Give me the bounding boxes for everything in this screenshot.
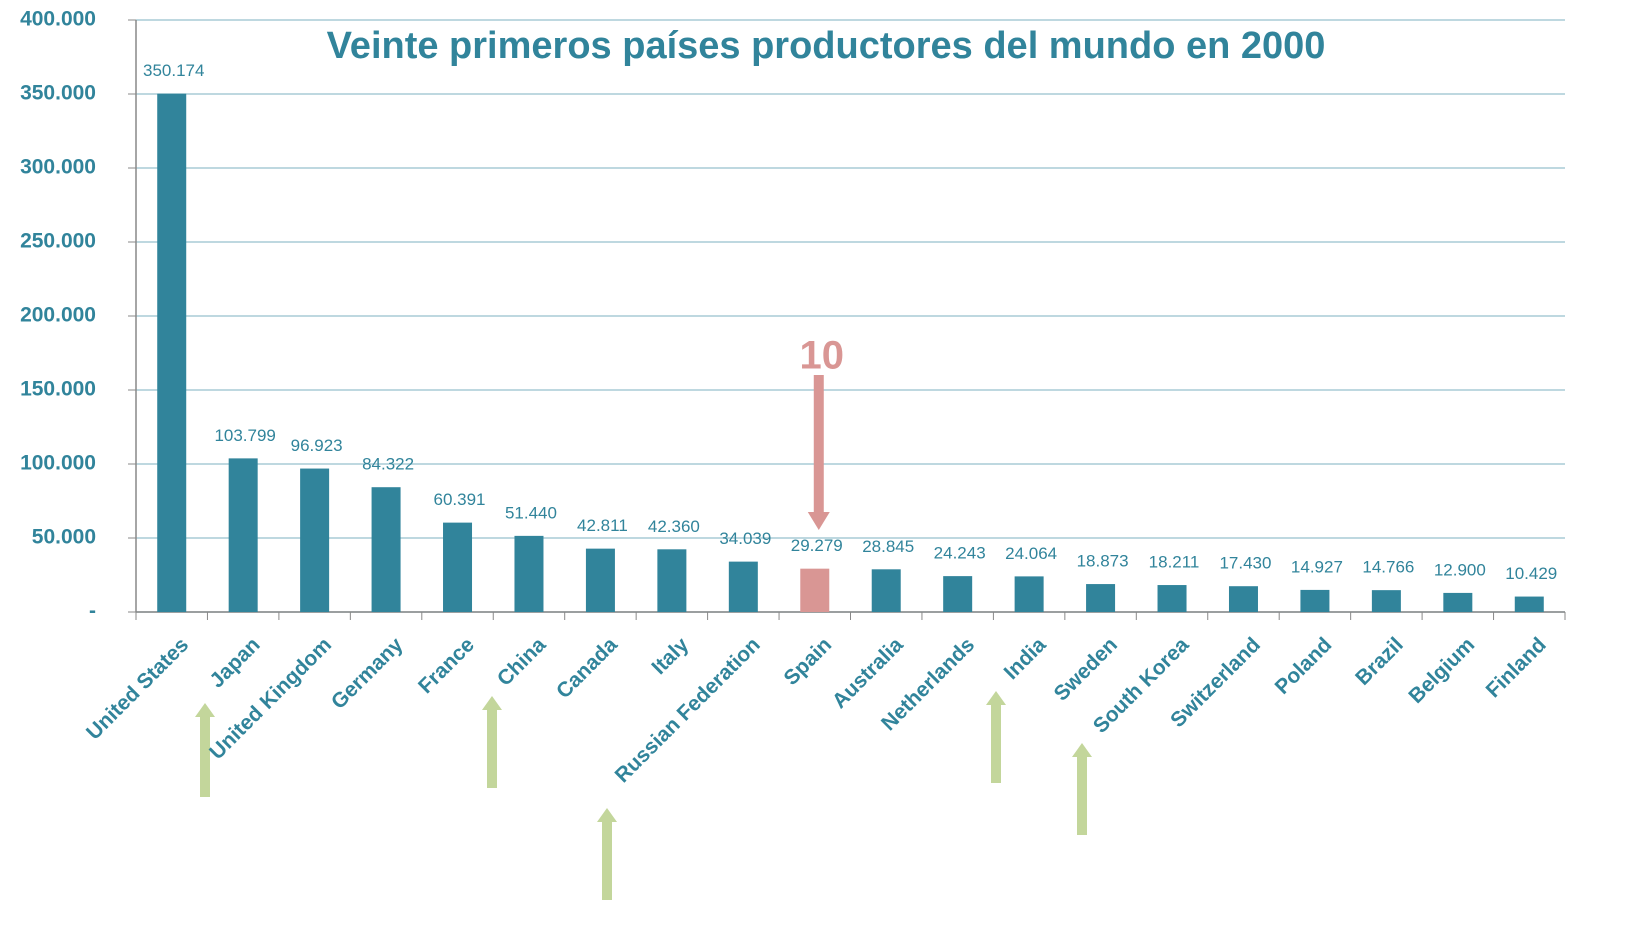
y-tick-label: 300.000 xyxy=(20,156,96,179)
bar xyxy=(657,549,687,612)
arrow xyxy=(597,808,617,900)
x-tick-label: India xyxy=(1000,633,1051,684)
value-label: 51.440 xyxy=(505,503,557,522)
bar xyxy=(871,569,901,612)
value-label: 24.064 xyxy=(1005,544,1057,563)
x-tick-label: Germany xyxy=(327,633,408,714)
bar xyxy=(728,561,758,612)
bar xyxy=(371,487,401,612)
bar xyxy=(443,522,473,612)
arrow xyxy=(986,691,1006,783)
y-tick-label: 400.000 xyxy=(20,8,96,31)
y-tick-label: 200.000 xyxy=(20,304,96,327)
bar xyxy=(300,468,330,612)
value-label: 103.799 xyxy=(214,426,275,445)
x-tick-label: Sweden xyxy=(1050,633,1122,705)
x-tick-label: Finland xyxy=(1482,633,1551,702)
value-label: 96.923 xyxy=(291,436,343,455)
arrow xyxy=(482,696,502,788)
value-label: 42.360 xyxy=(648,517,700,536)
value-label: 24.243 xyxy=(934,544,986,563)
x-tick-label: Japan xyxy=(205,633,264,692)
value-label: 34.039 xyxy=(719,529,771,548)
bar xyxy=(585,548,615,612)
value-label: 29.279 xyxy=(791,536,843,555)
bar xyxy=(1443,592,1473,612)
bar xyxy=(228,458,258,612)
x-tick-label: Brazil xyxy=(1351,633,1408,690)
x-tick-label: Russian Federation xyxy=(611,633,765,787)
value-label: 10.429 xyxy=(1505,564,1557,583)
bar xyxy=(943,576,973,612)
x-tick-label: United Kingdom xyxy=(205,633,336,764)
arrow xyxy=(195,703,215,797)
bar xyxy=(1157,585,1187,612)
y-tick-label: 350.000 xyxy=(20,82,96,105)
x-tick-label: Belgium xyxy=(1404,633,1479,708)
x-tick-label: Poland xyxy=(1271,633,1337,699)
value-label: 14.766 xyxy=(1362,558,1414,577)
annotation-arrowhead xyxy=(807,512,830,530)
x-tick-label: United States xyxy=(82,633,193,744)
chart-title: Veinte primeros países productores del m… xyxy=(327,25,1326,67)
bar xyxy=(1086,584,1116,612)
bar xyxy=(1228,586,1258,612)
arrow xyxy=(1072,743,1092,835)
x-tick-label: Canada xyxy=(552,633,622,703)
x-tick-label: Spain xyxy=(780,633,837,690)
value-label: 42.811 xyxy=(577,516,628,535)
y-tick-label: 150.000 xyxy=(20,378,96,401)
green-arrows xyxy=(195,691,1092,900)
x-tick-label: China xyxy=(493,633,551,691)
y-tick-label: 100.000 xyxy=(20,452,96,475)
value-label: 60.391 xyxy=(434,490,486,509)
annotation-arrow xyxy=(813,375,824,515)
value-label: 17.430 xyxy=(1219,554,1271,573)
value-label: 18.211 xyxy=(1149,553,1200,572)
bar xyxy=(1514,596,1544,612)
bar xyxy=(1014,576,1044,612)
annotation: 10 xyxy=(800,334,845,378)
value-label: 84.322 xyxy=(362,455,414,474)
value-label: 18.873 xyxy=(1077,552,1129,571)
value-label: 350.174 xyxy=(143,61,204,80)
bar xyxy=(157,93,187,612)
value-label: 28.845 xyxy=(862,537,914,556)
bar xyxy=(1371,590,1401,612)
value-label: 12.900 xyxy=(1434,560,1486,579)
x-tick-label: France xyxy=(414,633,479,698)
y-tick-label: 50.000 xyxy=(32,526,96,549)
y-tick-label: - xyxy=(89,600,96,623)
y-tick-label: 250.000 xyxy=(20,230,96,253)
value-label: 14.927 xyxy=(1291,557,1343,576)
bar xyxy=(800,568,830,612)
bar xyxy=(1300,589,1330,612)
bar xyxy=(514,535,544,612)
x-tick-label: Italy xyxy=(647,633,693,679)
